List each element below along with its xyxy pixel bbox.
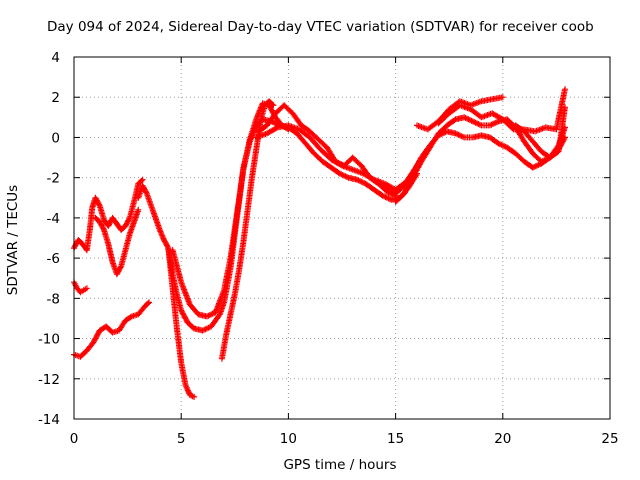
x-tick-label: 20 [494,431,511,447]
data-points [218,98,277,362]
y-tick-label: -10 [38,332,60,348]
y-tick-label: -4 [47,211,60,227]
x-axis-label: GPS time / hours [283,457,397,473]
y-tick-label: -8 [47,291,60,307]
series-arc-c [92,206,142,278]
series-arc-n [435,86,568,135]
y-tick-label: -14 [38,412,60,428]
data-points [92,206,142,278]
series-arc-o [512,104,568,161]
series-arc-e [71,299,152,360]
data-points [71,299,152,360]
y-tick-label: -12 [38,372,60,388]
chart-title: Day 094 of 2024, Sidereal Day-to-day VTE… [47,19,594,35]
series-arc-h [218,98,277,362]
x-tick-label: 0 [70,431,79,447]
x-tick-label: 5 [177,431,186,447]
data-points [435,86,568,135]
series-arc-g [169,100,292,320]
x-tick-label: 25 [601,431,618,447]
y-tick-label: 2 [51,90,60,106]
y-tick-label: -6 [47,251,60,267]
data-points [165,116,420,334]
series-arc-f [165,116,420,334]
y-tick-label: -2 [47,171,60,187]
data-points [135,182,198,400]
tick-layer: 0 5 10 15 20 25 -14 -12 -10 -8 -6 -4 -2 0 2 4 [38,50,619,447]
data-layer [71,86,568,400]
data-points [169,100,292,320]
plot-frame [73,56,611,420]
y-tick-label: 4 [51,50,60,66]
y-tick-label: 0 [51,130,60,146]
x-tick-label: 15 [387,431,404,447]
grid-layer [74,57,610,419]
x-tick-label: 10 [280,431,297,447]
series-arc-d [135,182,198,400]
data-points [512,104,568,161]
